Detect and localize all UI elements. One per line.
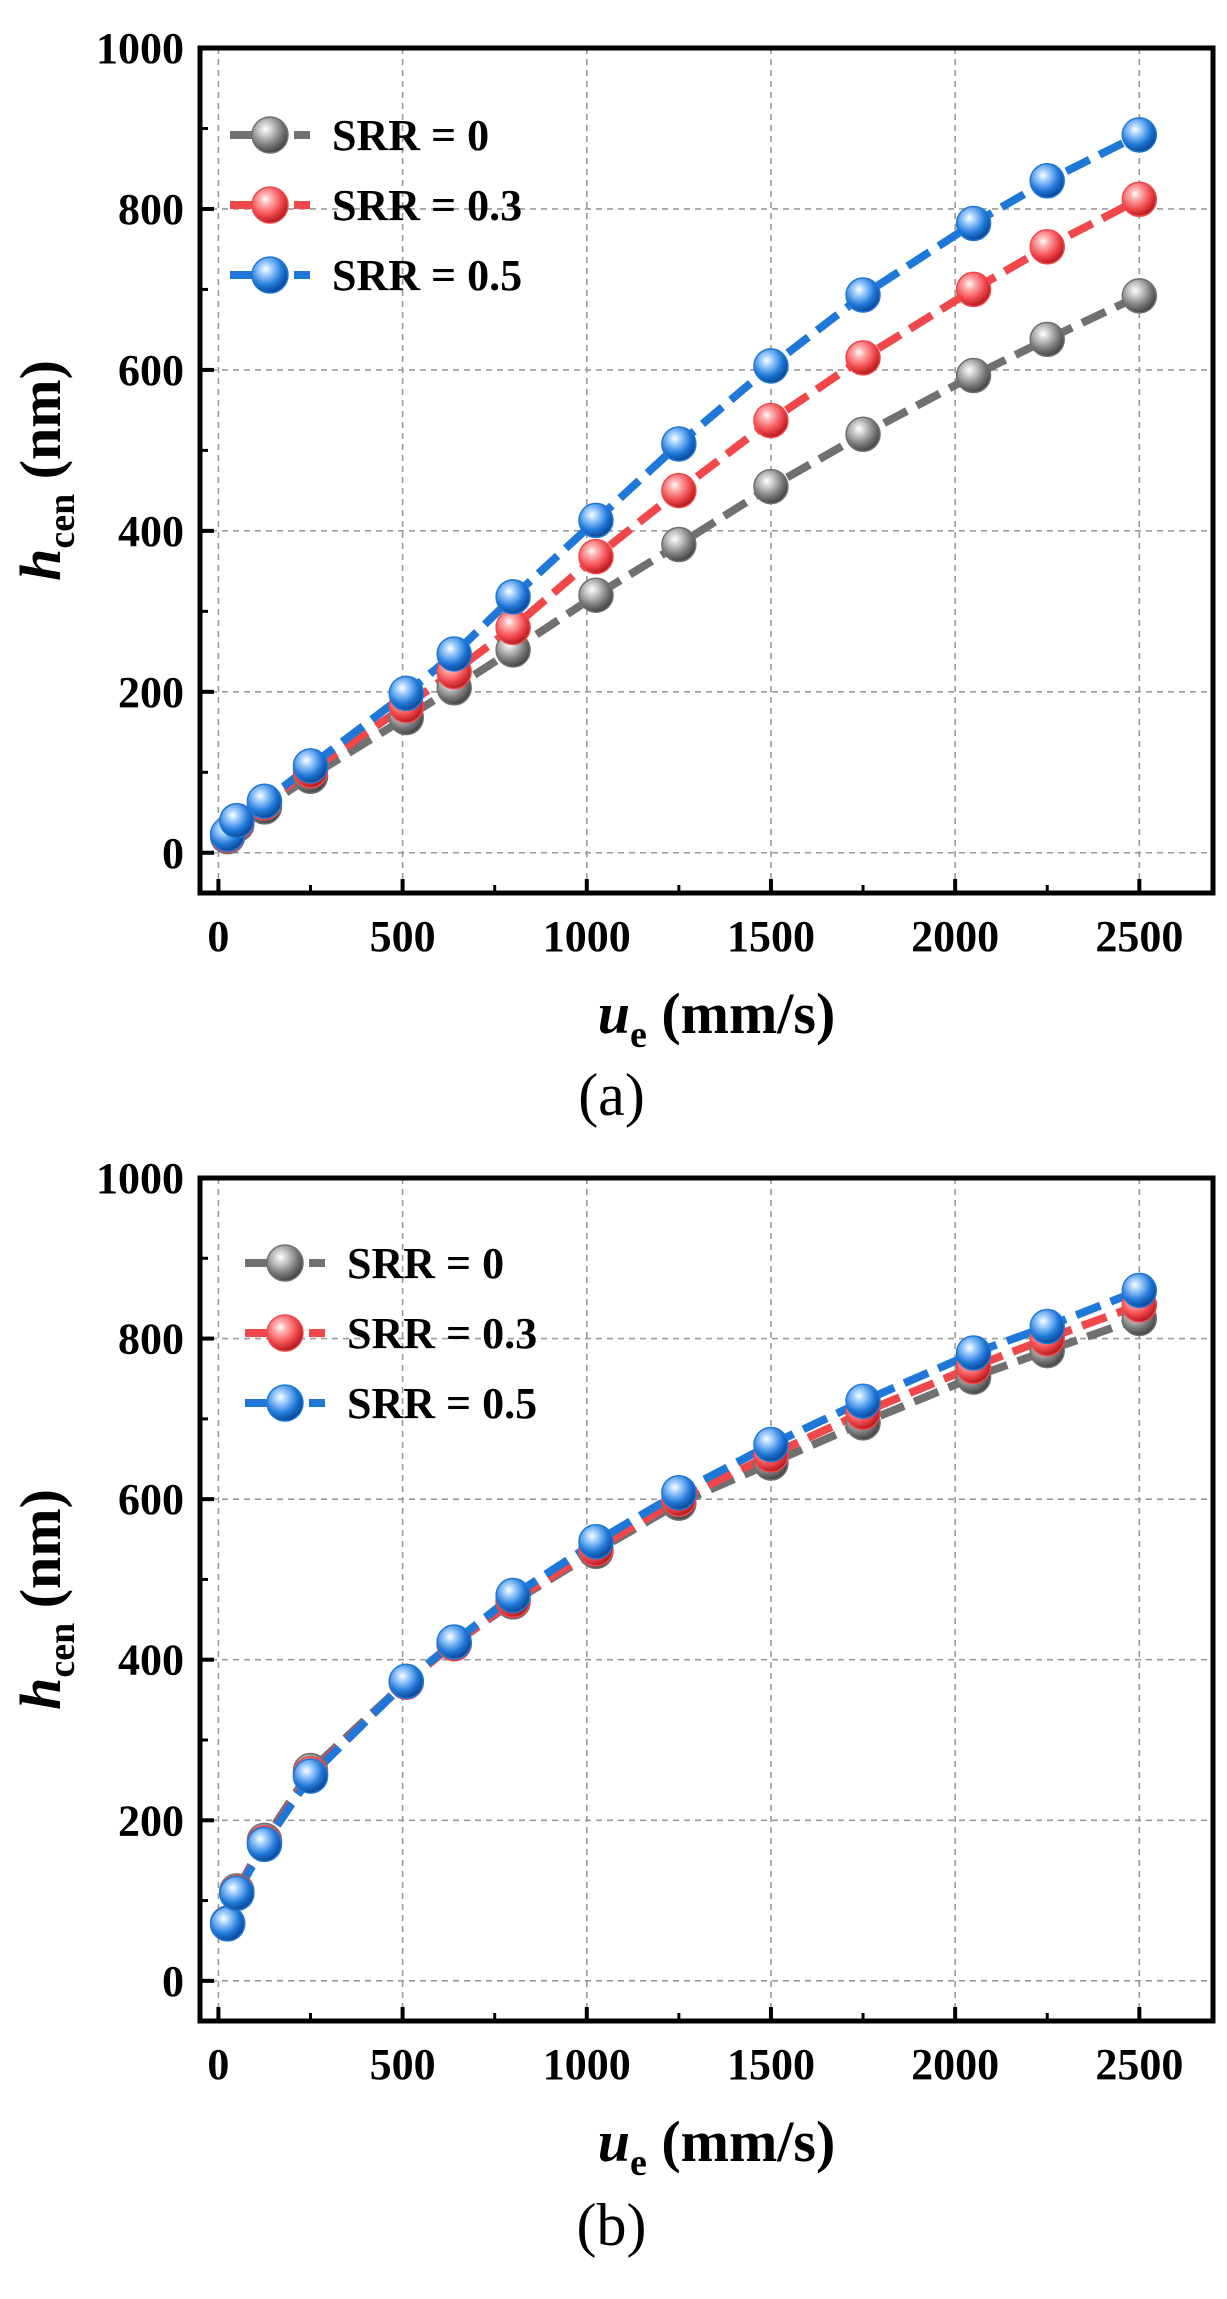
x-tick-label: 2000: [911, 2040, 999, 2089]
legend-label-0: SRR = 0: [332, 111, 489, 160]
x-axis-label: ue (mm/s): [598, 2109, 836, 2184]
x-tick-label: 500: [370, 912, 436, 961]
data-point: [661, 472, 697, 509]
chart-panel-a: 0 500 1000 1500 2000 2500 0 200 400 600 800 1000 SRR…: [8, 24, 1216, 1128]
legend-marker: [266, 1244, 304, 1282]
data-point: [955, 357, 992, 394]
data-point: [495, 609, 531, 646]
data-point: [753, 468, 789, 505]
panel-label-b: (b): [577, 2192, 647, 2258]
legend-marker: [251, 256, 289, 294]
data-point: [388, 1663, 425, 1700]
data-point: [219, 802, 255, 839]
data-point: [209, 1906, 246, 1942]
y-axis-label: hcen (nm): [8, 1489, 83, 1710]
y-axis-label: hcen (nm): [8, 360, 83, 581]
y-tick-label: 400: [118, 507, 184, 556]
data-point: [661, 1474, 697, 1511]
y-tick-label: 0: [162, 829, 184, 878]
y-tick-label: 1000: [96, 1154, 184, 1203]
x-tick-label: 2500: [1095, 912, 1183, 961]
chart-panel-b: 0 500 1000 1500 2000 2500 0 200 400 600 800 1000 SRR…: [8, 1154, 1216, 2258]
data-point: [1121, 278, 1158, 314]
data-point: [1029, 321, 1065, 358]
y-tick-label: 800: [118, 1315, 184, 1364]
data-point: [246, 783, 283, 820]
data-point: [845, 340, 881, 376]
data-point: [845, 277, 881, 313]
legend-label-1: SRR = 0.3: [332, 181, 522, 230]
x-tick-label: 2500: [1095, 2040, 1183, 2089]
data-point: [578, 538, 614, 575]
legend-marker: [266, 1384, 304, 1422]
legend-label-0: SRR = 0: [347, 1239, 504, 1288]
y-tick-label: 400: [118, 1636, 184, 1685]
x-tick-label: 0: [207, 912, 229, 961]
data-point: [1029, 229, 1065, 265]
series-line-1: [223, 1301, 1141, 1925]
legend-label-1: SRR = 0.3: [347, 1309, 537, 1358]
panel-label-a: (a): [578, 1062, 645, 1128]
data-point: [495, 579, 531, 615]
y-tick-label: 800: [118, 185, 184, 234]
series-line-0: [224, 292, 1142, 840]
legend-label-2: SRR = 0.5: [347, 1379, 537, 1428]
y-tick-label: 600: [118, 346, 184, 395]
y-tick-label: 200: [118, 1796, 184, 1845]
data-point: [955, 205, 992, 242]
x-tick-label: 2000: [911, 912, 999, 961]
x-tick-label: 1000: [543, 912, 631, 961]
data-point: [578, 1523, 614, 1560]
y-tick-label: 200: [118, 668, 184, 717]
data-point: [292, 748, 329, 784]
data-point: [1121, 117, 1158, 153]
data-point: [1121, 1272, 1158, 1309]
data-point: [292, 1758, 329, 1794]
data-point: [753, 402, 789, 439]
y-tick-label: 0: [162, 1957, 184, 2006]
data-point: [1029, 163, 1065, 199]
data-point: [661, 526, 697, 563]
data-point: [436, 636, 472, 672]
data-point: [246, 1826, 283, 1863]
x-tick-label: 1500: [727, 912, 815, 961]
x-tick-label: 1500: [727, 2040, 815, 2089]
y-tick-label: 600: [118, 1475, 184, 1524]
data-point: [495, 1577, 531, 1614]
x-tick-label: 1000: [543, 2040, 631, 2089]
data-point: [845, 1383, 881, 1419]
data-point: [955, 1335, 992, 1371]
data-point: [753, 1426, 789, 1463]
legend-marker: [251, 116, 289, 154]
legend-marker: [266, 1314, 304, 1352]
data-point: [436, 1624, 472, 1660]
data-point: [578, 502, 614, 539]
legend-marker: [251, 186, 289, 224]
y-tick-label: 1000: [96, 24, 184, 73]
plot-frame: [197, 45, 1216, 896]
x-tick-label: 0: [207, 2040, 229, 2089]
legend-label-2: SRR = 0.5: [332, 251, 522, 300]
plot-frame: [197, 1175, 1216, 2024]
data-point: [578, 577, 614, 613]
data-point: [219, 1875, 255, 1912]
x-tick-label: 500: [370, 2040, 436, 2089]
data-point: [661, 426, 697, 462]
data-point: [753, 348, 789, 384]
data-point: [955, 271, 992, 308]
data-point: [388, 675, 425, 712]
data-point: [845, 416, 881, 453]
x-axis-label: ue (mm/s): [598, 981, 836, 1056]
series-line-2: [223, 1286, 1141, 1926]
data-point: [1121, 181, 1158, 218]
data-point: [1029, 1308, 1065, 1345]
